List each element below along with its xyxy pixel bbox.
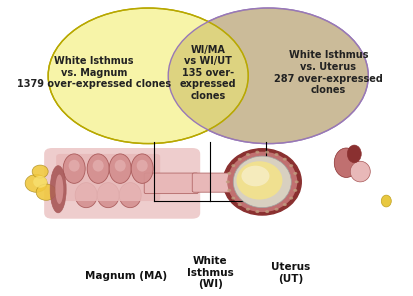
Ellipse shape	[63, 154, 85, 183]
Ellipse shape	[137, 160, 148, 172]
Ellipse shape	[223, 149, 301, 215]
FancyBboxPatch shape	[44, 148, 200, 219]
Ellipse shape	[246, 208, 250, 211]
Ellipse shape	[238, 158, 242, 161]
Ellipse shape	[334, 148, 358, 178]
Ellipse shape	[293, 189, 297, 192]
Ellipse shape	[33, 176, 47, 188]
Ellipse shape	[36, 184, 56, 200]
Ellipse shape	[50, 166, 66, 213]
Ellipse shape	[246, 153, 250, 156]
Ellipse shape	[275, 153, 278, 156]
Ellipse shape	[69, 160, 80, 172]
Ellipse shape	[119, 183, 141, 208]
Ellipse shape	[293, 172, 297, 175]
Ellipse shape	[350, 161, 370, 182]
Ellipse shape	[97, 183, 119, 208]
Ellipse shape	[238, 203, 242, 206]
Ellipse shape	[227, 152, 297, 212]
Ellipse shape	[93, 160, 104, 172]
Text: Uterus
(UT): Uterus (UT)	[271, 262, 310, 284]
Ellipse shape	[289, 197, 293, 200]
Ellipse shape	[294, 180, 299, 183]
Ellipse shape	[227, 172, 231, 175]
Ellipse shape	[48, 8, 248, 144]
FancyBboxPatch shape	[144, 173, 198, 194]
Text: WI/MA
vs WI/UT
135 over-
expressed
clones: WI/MA vs WI/UT 135 over- expressed clone…	[180, 45, 237, 101]
Ellipse shape	[168, 8, 368, 144]
Ellipse shape	[227, 189, 231, 192]
Ellipse shape	[25, 174, 47, 192]
Ellipse shape	[242, 166, 269, 186]
Ellipse shape	[275, 208, 278, 211]
Ellipse shape	[32, 165, 48, 178]
Text: White Isthmus
vs. Uterus
287 over-expressed
clones: White Isthmus vs. Uterus 287 over-expres…	[274, 51, 383, 95]
Ellipse shape	[283, 203, 287, 206]
Ellipse shape	[55, 175, 63, 204]
Ellipse shape	[289, 164, 293, 167]
Text: White
Isthmus
(WI): White Isthmus (WI)	[187, 256, 234, 289]
Ellipse shape	[255, 151, 259, 154]
Ellipse shape	[231, 197, 235, 200]
Ellipse shape	[265, 210, 269, 213]
Ellipse shape	[226, 180, 230, 183]
Text: White Isthmus
vs. Magnum
1379 over-expressed clones: White Isthmus vs. Magnum 1379 over-expre…	[17, 56, 171, 89]
FancyBboxPatch shape	[192, 173, 238, 192]
Ellipse shape	[87, 154, 109, 183]
Ellipse shape	[233, 156, 291, 208]
Ellipse shape	[381, 195, 391, 207]
Ellipse shape	[265, 151, 269, 154]
Ellipse shape	[283, 158, 287, 161]
Ellipse shape	[168, 8, 368, 144]
Ellipse shape	[109, 154, 131, 183]
FancyBboxPatch shape	[56, 154, 160, 201]
Ellipse shape	[75, 183, 97, 208]
Ellipse shape	[236, 161, 282, 200]
Ellipse shape	[115, 160, 126, 172]
Ellipse shape	[231, 164, 235, 167]
Ellipse shape	[347, 145, 361, 163]
Ellipse shape	[255, 210, 259, 213]
Text: Magnum (MA): Magnum (MA)	[85, 271, 167, 281]
Ellipse shape	[131, 154, 153, 183]
